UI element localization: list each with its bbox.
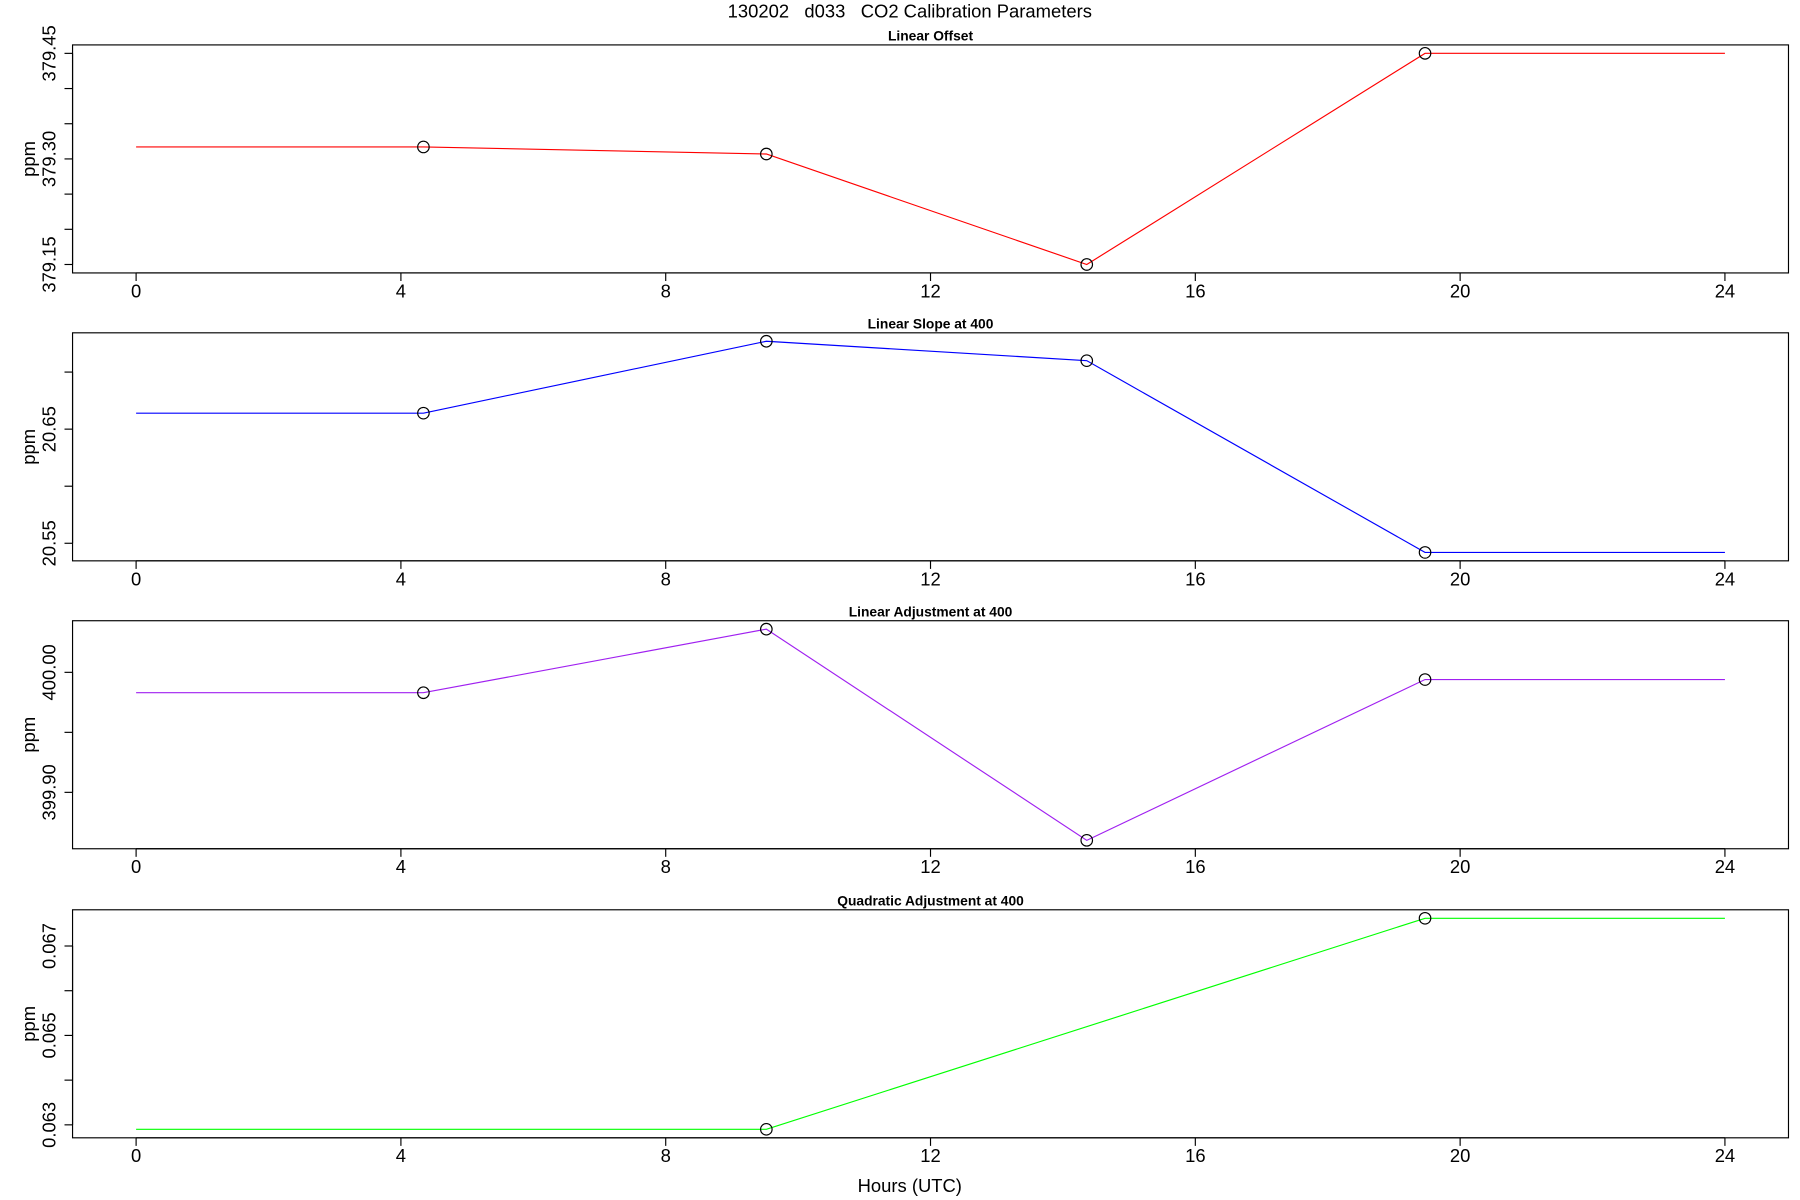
x-tick-label: 16 xyxy=(1185,280,1205,301)
y-axis-label: ppm xyxy=(18,429,39,465)
series-line xyxy=(136,52,1725,266)
point-marker xyxy=(760,147,773,161)
y-tick-label: 399.90 xyxy=(39,764,60,820)
panel-title: Linear Slope at 400 xyxy=(868,315,994,331)
x-tick-label: 16 xyxy=(1185,856,1205,877)
x-tick-label: 8 xyxy=(661,1145,671,1166)
point-marker xyxy=(1080,258,1094,271)
y-tick-label: 0.067 xyxy=(39,923,60,969)
x-tick-label: 20 xyxy=(1450,1145,1470,1166)
x-tick-label: 0 xyxy=(131,856,141,877)
point-marker xyxy=(760,622,773,636)
point-marker xyxy=(1418,673,1432,686)
x-tick-label: 8 xyxy=(661,568,671,589)
x-tick-label: 12 xyxy=(920,280,940,301)
series-line xyxy=(136,340,1725,553)
y-tick-label: 20.55 xyxy=(39,520,60,566)
panel-title: Linear Adjustment at 400 xyxy=(849,603,1013,619)
y-tick-label: 0.063 xyxy=(39,1102,60,1148)
x-tick-label: 20 xyxy=(1450,856,1470,877)
x-tick-label: 8 xyxy=(661,856,671,877)
x-tick-label: 4 xyxy=(396,856,406,877)
x-axis-label: Hours (UTC) xyxy=(858,1175,962,1196)
point-marker xyxy=(1080,834,1094,847)
x-tick-label: 12 xyxy=(920,856,940,877)
figure-title: 130202 d033 CO2 Calibration Parameters xyxy=(728,1,1092,22)
y-tick-label: 20.65 xyxy=(39,406,60,452)
x-tick-label: 8 xyxy=(661,280,671,301)
point-marker xyxy=(1418,546,1432,559)
y-tick-label: 0.065 xyxy=(39,1012,60,1058)
x-tick-label: 12 xyxy=(920,568,940,589)
point-marker xyxy=(1080,354,1094,368)
x-tick-label: 12 xyxy=(920,1145,940,1166)
y-tick-label: 379.45 xyxy=(39,25,60,81)
x-tick-label: 16 xyxy=(1185,1145,1205,1166)
point-marker xyxy=(417,686,430,700)
y-axis-label: ppm xyxy=(18,1006,39,1042)
series-line xyxy=(136,628,1725,842)
point-marker xyxy=(1418,911,1432,925)
x-tick-label: 20 xyxy=(1450,280,1470,301)
point-marker xyxy=(1418,47,1432,60)
y-axis-label: ppm xyxy=(18,717,39,753)
x-tick-label: 4 xyxy=(396,568,406,589)
x-tick-label: 24 xyxy=(1715,280,1735,301)
x-tick-label: 4 xyxy=(396,280,406,301)
panel-title: Quadratic Adjustment at 400 xyxy=(837,892,1024,908)
y-tick-label: 400.00 xyxy=(39,644,60,700)
point-marker xyxy=(417,140,430,154)
point-marker xyxy=(417,406,430,420)
x-tick-label: 24 xyxy=(1715,568,1735,589)
x-tick-label: 16 xyxy=(1185,568,1205,589)
point-marker xyxy=(760,334,773,348)
series-line xyxy=(136,917,1725,1130)
x-tick-label: 0 xyxy=(131,1145,141,1166)
x-tick-label: 20 xyxy=(1450,568,1470,589)
x-tick-label: 24 xyxy=(1715,856,1735,877)
panel-title: Linear Offset xyxy=(888,27,974,43)
x-tick-label: 0 xyxy=(131,280,141,301)
x-tick-label: 0 xyxy=(131,568,141,589)
x-tick-label: 4 xyxy=(396,1145,406,1166)
x-tick-label: 24 xyxy=(1715,1145,1735,1166)
y-axis-label: ppm xyxy=(18,141,39,177)
y-tick-label: 379.30 xyxy=(39,131,60,187)
point-marker xyxy=(760,1122,773,1136)
y-tick-label: 379.15 xyxy=(39,236,60,292)
